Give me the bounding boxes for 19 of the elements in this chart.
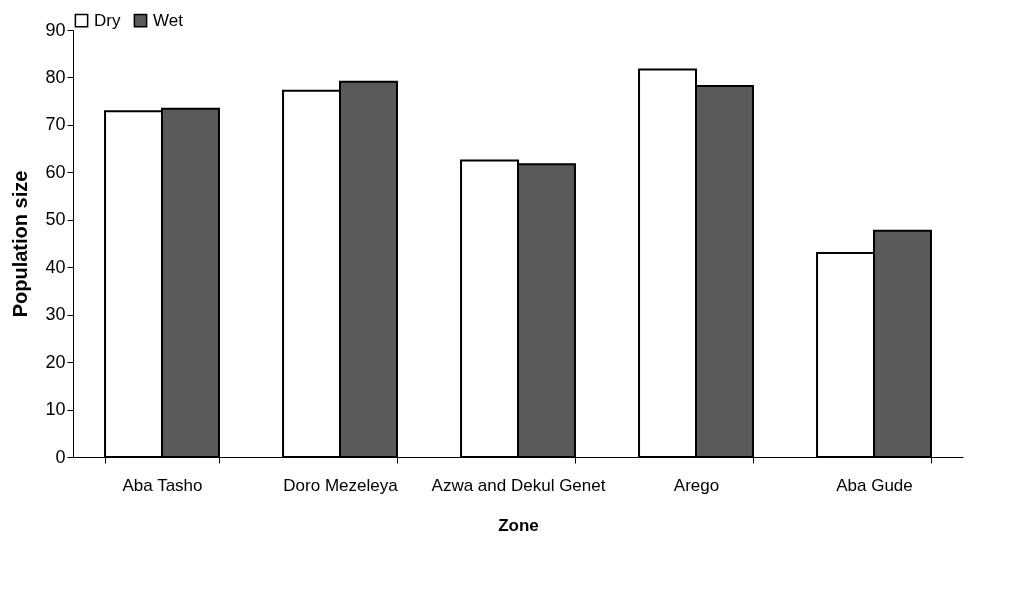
x-tick-label: Arego: [673, 475, 720, 495]
y-tick-label: 20: [45, 351, 66, 372]
x-tick-label: Azwa and Dekul Genet: [431, 475, 606, 495]
x-tick-label: Doro Mezeleya: [283, 475, 399, 495]
y-tick-label: 80: [45, 66, 66, 87]
y-tick-label: 60: [45, 161, 66, 182]
x-axis-title: Zone: [498, 515, 539, 535]
x-tick-label: Aba Gude: [836, 475, 913, 495]
legend-label: Dry: [94, 10, 121, 30]
y-tick-label: 90: [45, 19, 66, 40]
y-tick-label: 40: [45, 256, 66, 277]
legend-label: Wet: [153, 10, 184, 30]
y-tick-label: 30: [45, 304, 66, 325]
y-tick-label: 70: [45, 114, 66, 135]
y-axis-title: Population size: [9, 170, 32, 318]
y-tick-label: 50: [45, 209, 66, 230]
y-tick-label: 10: [45, 399, 66, 420]
y-tick-label: 0: [55, 446, 66, 467]
x-tick-label: Aba Tasho: [122, 475, 203, 495]
